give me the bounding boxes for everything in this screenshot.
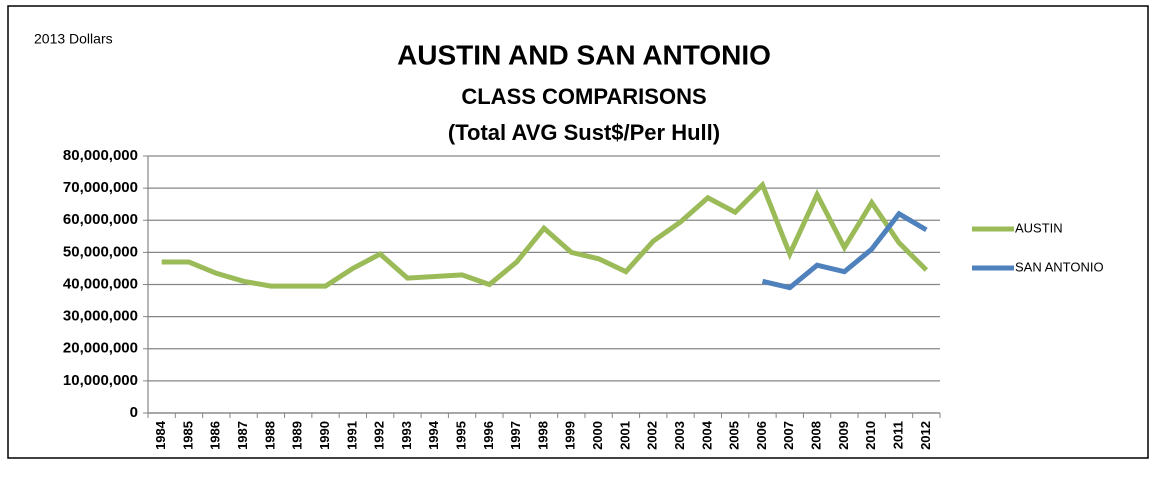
x-tick-label: 2006	[754, 421, 769, 450]
y-tick-label: 80,000,000	[63, 147, 138, 164]
y-tick-label: 40,000,000	[63, 275, 138, 292]
chart-subtitle: (Total AVG Sust$/Per Hull)	[448, 120, 720, 145]
y-tick-label: 0	[130, 404, 138, 421]
chart-frame	[7, 5, 1149, 459]
x-tick-label: 2003	[672, 421, 687, 450]
x-tick-label: 1987	[235, 421, 250, 450]
x-tick-label: 2002	[645, 421, 660, 450]
y-tick-label: 10,000,000	[63, 372, 138, 389]
x-tick-label: 2009	[836, 421, 851, 450]
x-tick-label: 1994	[426, 420, 441, 450]
series-line	[761, 210, 928, 291]
x-tick-label: 1984	[153, 420, 168, 450]
x-tick-label: 2007	[781, 421, 796, 450]
x-tick-label: 1989	[290, 421, 305, 450]
x-tick-label: 1995	[454, 421, 469, 450]
series-line	[161, 180, 929, 289]
chart-subtitle: CLASS COMPARISONS	[461, 84, 706, 109]
x-tick-label: 2010	[863, 421, 878, 450]
x-tick-label: 2001	[617, 421, 632, 450]
x-tick-label: 2000	[590, 421, 605, 450]
x-tick-label: 1985	[180, 421, 195, 450]
x-tick-label: 1990	[317, 421, 332, 450]
chart-title: AUSTIN AND SAN ANTONIO	[397, 39, 771, 70]
x-tick-label: 2008	[809, 421, 824, 450]
y-tick-label: 20,000,000	[63, 340, 138, 357]
legend-label: AUSTIN	[1015, 220, 1063, 235]
x-tick-label: 1999	[563, 421, 578, 450]
y-tick-label: 70,000,000	[63, 179, 138, 196]
x-tick-label: 1998	[535, 421, 550, 450]
x-tick-label: 1986	[208, 421, 223, 450]
x-tick-label: 1992	[372, 421, 387, 450]
x-tick-label: 2011	[890, 421, 905, 449]
x-tick-label: 1993	[399, 421, 414, 450]
x-tick-label: 1996	[481, 421, 496, 450]
y-tick-label: 30,000,000	[63, 308, 138, 325]
x-tick-label: 1997	[508, 421, 523, 450]
y-tick-label: 60,000,000	[63, 211, 138, 228]
x-tick-label: 2005	[727, 421, 742, 450]
legend-label: SAN ANTONIO	[1015, 259, 1104, 274]
annotation: 2013 Dollars	[34, 31, 113, 47]
y-tick-label: 50,000,000	[63, 243, 138, 260]
x-tick-label: 1988	[262, 421, 277, 450]
x-tick-label: 2004	[699, 420, 714, 450]
x-tick-label: 2012	[918, 421, 933, 450]
x-tick-label: 1991	[344, 421, 359, 450]
